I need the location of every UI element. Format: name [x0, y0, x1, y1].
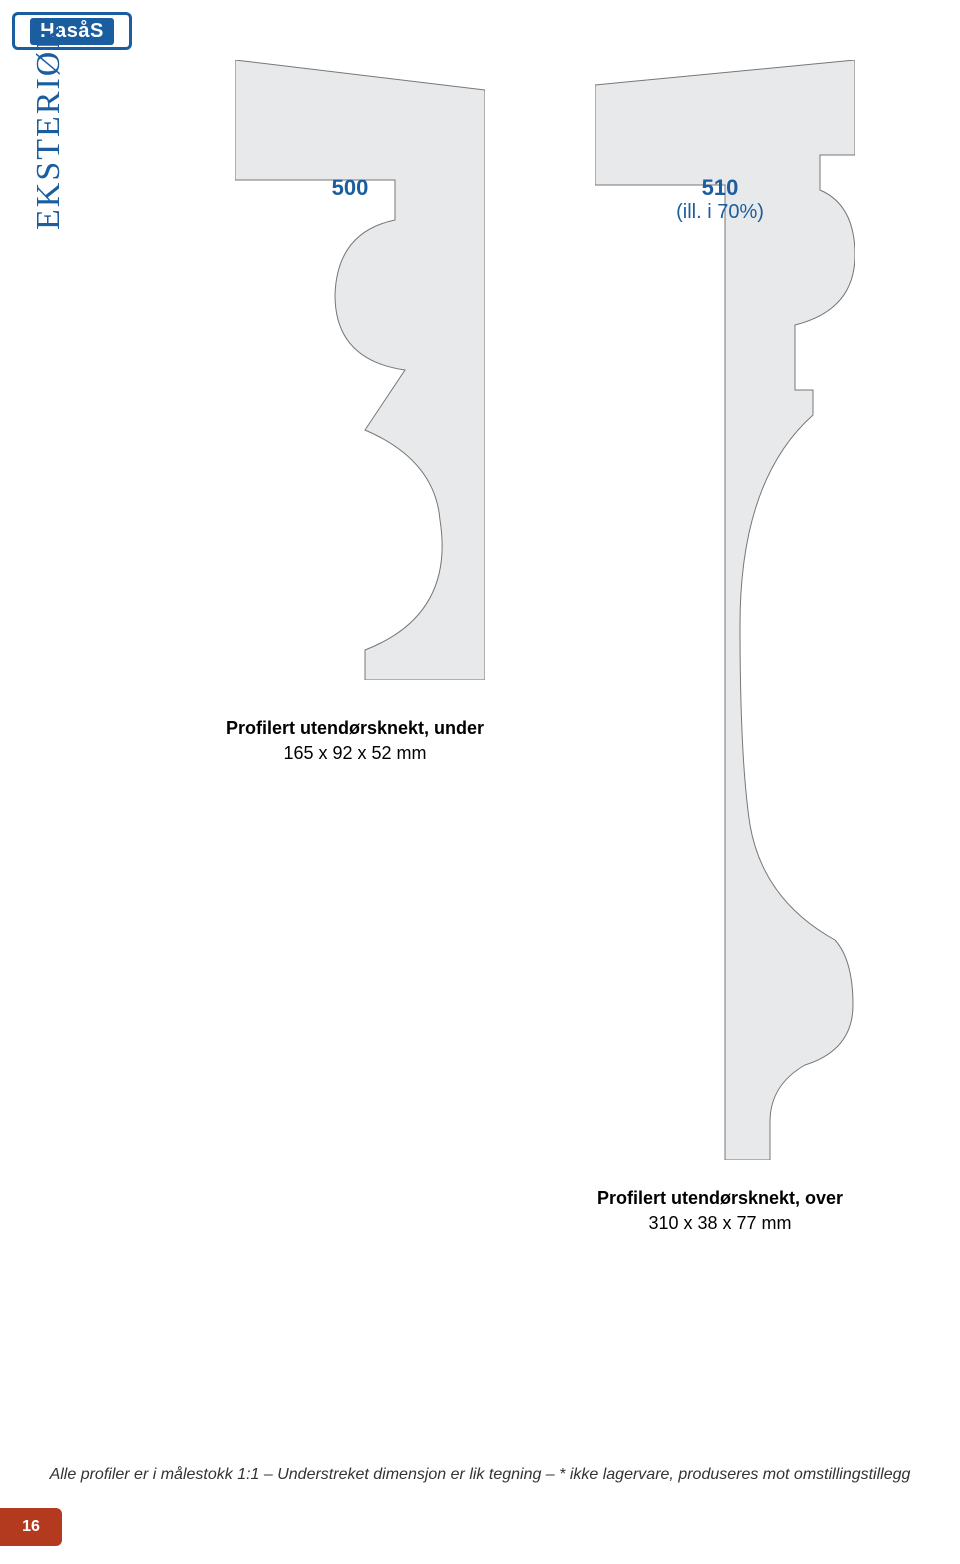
profile-caption-right: Profilert utendørsknekt, over 310 x 38 x…	[570, 1186, 870, 1236]
page-number: 16	[22, 1518, 40, 1536]
profile-shape-right	[595, 60, 855, 1160]
profile-number-left-value: 500	[332, 175, 369, 200]
profile-number-left: 500	[310, 175, 390, 201]
profile-shape-left	[235, 60, 485, 680]
profile-number-right: 510 (ill. i 70%)	[660, 175, 780, 224]
profile-caption-left-dim: 165 x 92 x 52 mm	[283, 743, 426, 763]
section-label: EKSTERIØR	[30, 25, 68, 230]
profile-number-right-value: 510	[702, 175, 739, 200]
profile-path-right	[595, 60, 855, 1160]
profile-path-left	[235, 60, 485, 680]
page-number-badge: 16	[0, 1508, 62, 1546]
profile-caption-left: Profilert utendørsknekt, under 165 x 92 …	[215, 716, 495, 766]
profile-caption-right-title: Profilert utendørsknekt, over	[570, 1186, 870, 1211]
profile-caption-right-dim: 310 x 38 x 77 mm	[648, 1213, 791, 1233]
footnote-text: Alle profiler er i målestokk 1:1 – Under…	[0, 1466, 960, 1484]
profile-caption-left-title: Profilert utendørsknekt, under	[215, 716, 495, 741]
profile-number-right-sub: (ill. i 70%)	[660, 201, 780, 224]
